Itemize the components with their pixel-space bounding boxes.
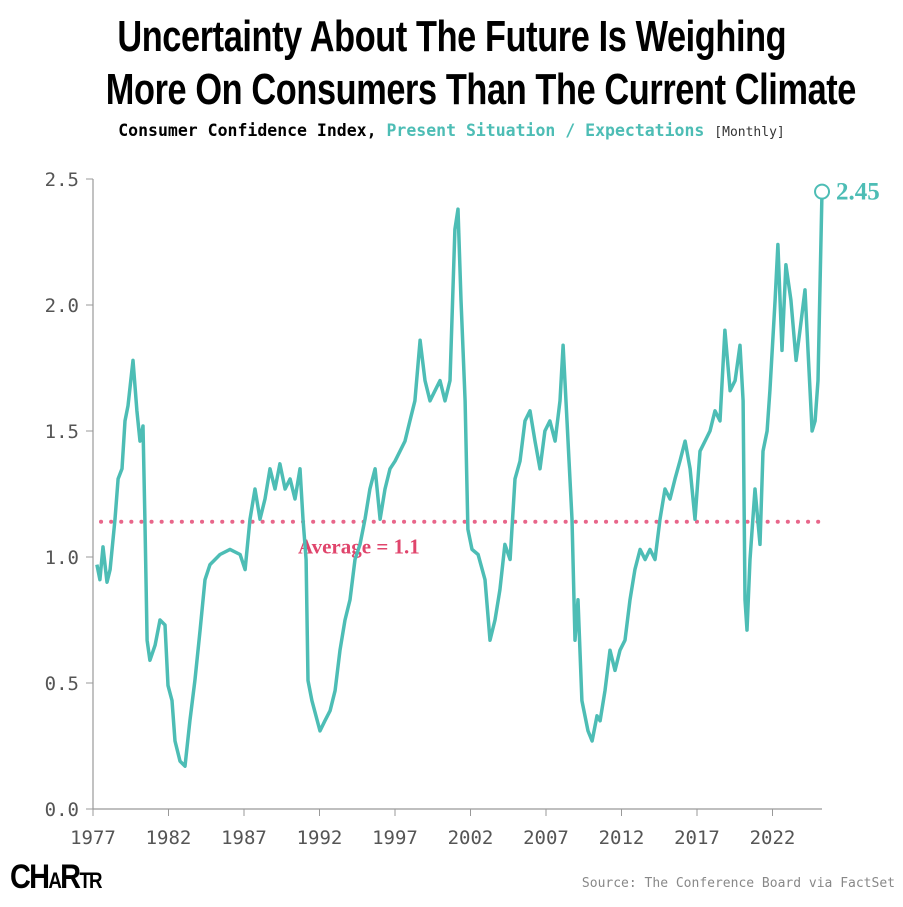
series-line	[95, 191, 824, 768]
x-tick-label: 2012	[599, 827, 645, 849]
last-value-label: 2.45	[836, 179, 880, 206]
x-tick-label: 2002	[448, 827, 494, 849]
x-tick-label: 2022	[750, 827, 796, 849]
y-tick-label: 0.0	[45, 799, 79, 821]
x-tick-label: 1982	[146, 827, 192, 849]
x-tick-label: 1992	[297, 827, 343, 849]
y-tick-label: 2.5	[45, 169, 79, 191]
chart-title-line-2: More On Consumers Than The Current Clima…	[105, 65, 857, 114]
y-tick-label: 1.0	[45, 547, 79, 569]
x-tick-label: 1977	[70, 827, 116, 849]
subtitle-prefix: Consumer Confidence Index,	[118, 121, 387, 140]
source-note: Source: The Conference Board via FactSet	[581, 876, 895, 891]
x-tick-label: 2017	[674, 827, 720, 849]
y-tick-label: 1.5	[45, 421, 79, 443]
chartr-logo: CHARTR	[10, 858, 103, 896]
y-tick-label: 2.0	[45, 295, 79, 317]
chart-title-line-1: Uncertainty About The Future Is Weighing	[117, 12, 786, 61]
chart-subtitle: Consumer Confidence Index, Present Situa…	[0, 121, 903, 140]
x-tick-label: 1987	[221, 827, 267, 849]
subtitle-highlight: Present Situation / Expectations	[386, 121, 705, 140]
x-tick-label: 2007	[523, 827, 569, 849]
y-tick-label: 0.5	[45, 673, 79, 695]
x-tick-label: 1997	[372, 827, 418, 849]
subtitle-frequency: [Monthly]	[714, 125, 785, 140]
last-point-marker	[814, 183, 831, 200]
